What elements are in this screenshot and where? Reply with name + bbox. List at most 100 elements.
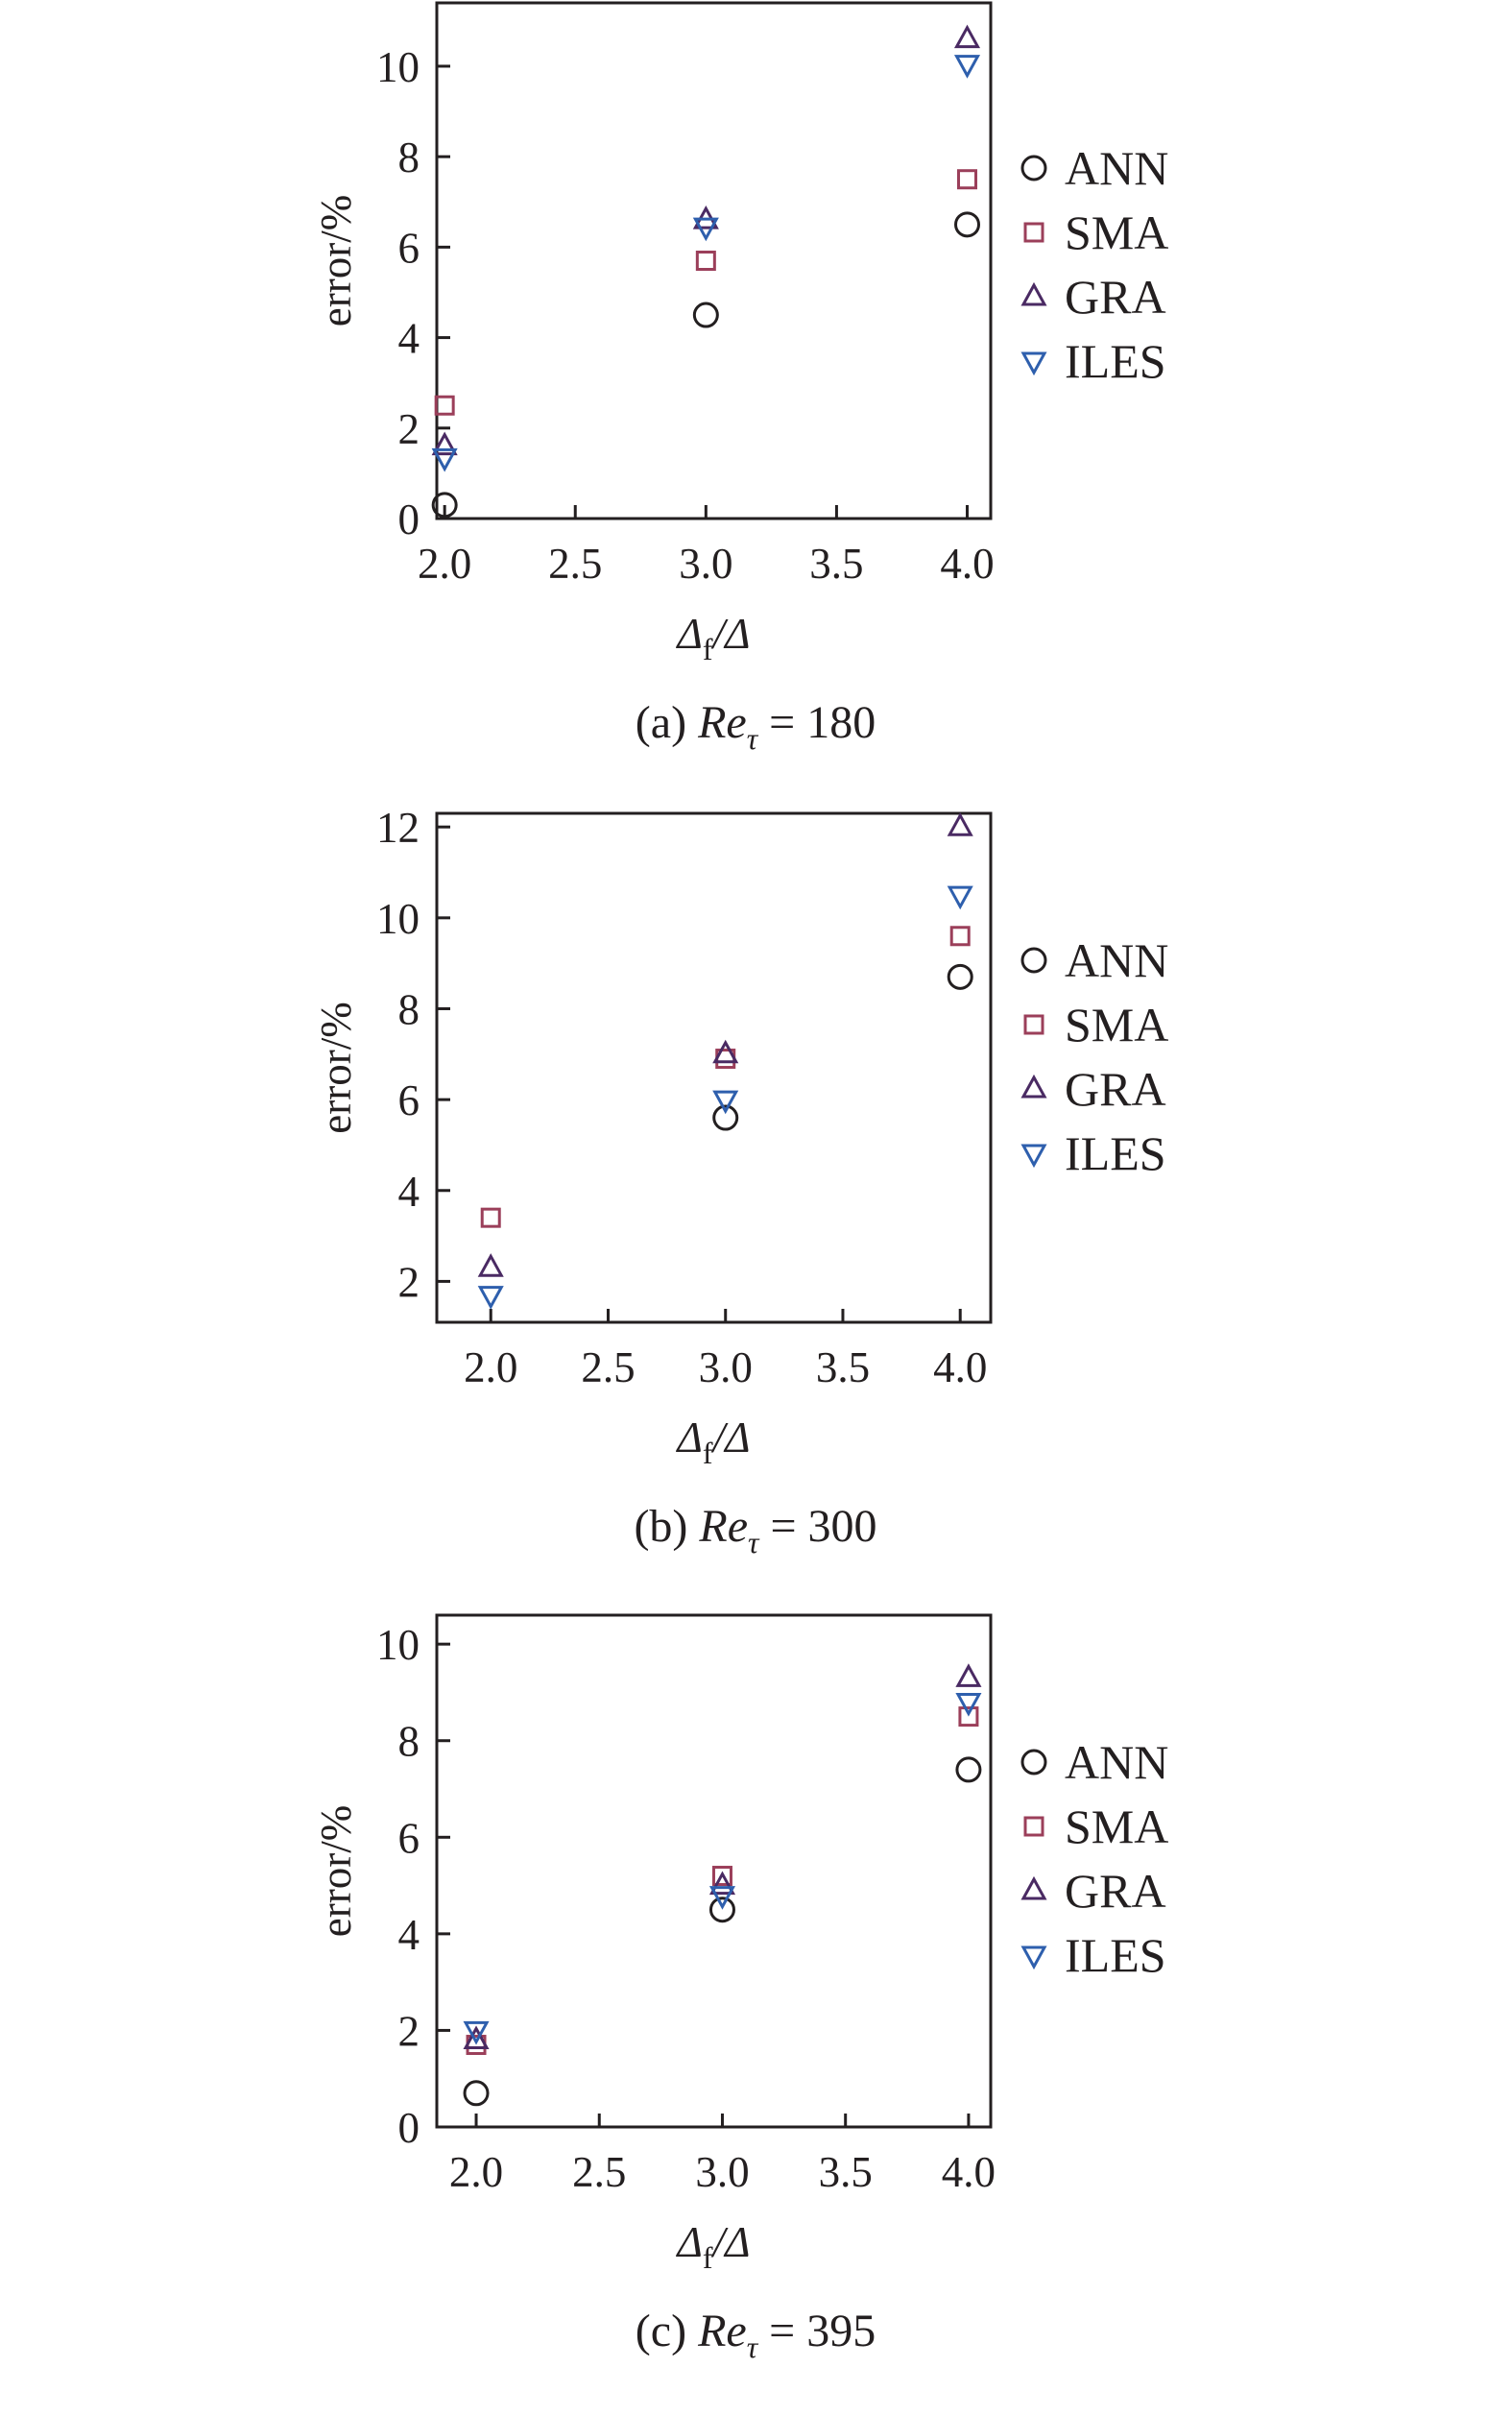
legend-label-ann: ANN bbox=[1065, 141, 1168, 195]
x-tick-label: 4.0 bbox=[933, 1343, 987, 1391]
legend-marker-gra bbox=[1020, 281, 1047, 306]
y-tick-label: 8 bbox=[398, 133, 420, 181]
y-tick-label: 12 bbox=[376, 804, 420, 852]
plot-frame bbox=[435, 1, 993, 520]
chart-panel-b: 2.0 2.5 3.0 3.5 4.0 2 4 6 8 10 12 error/% Δf/Δ ANN SMA… bbox=[312, 804, 1168, 1559]
data-point-iles bbox=[953, 55, 981, 79]
y-tick-label: 0 bbox=[398, 495, 420, 544]
plot-frame bbox=[435, 1613, 993, 2129]
legend-marker-ann bbox=[1020, 947, 1047, 974]
y-tick-label: 8 bbox=[398, 985, 420, 1033]
data-point-gra bbox=[463, 2025, 490, 2049]
legend-marker-gra bbox=[1020, 1875, 1047, 1900]
legend-label-gra: GRA bbox=[1065, 270, 1166, 324]
data-point-gra bbox=[955, 1663, 982, 1687]
data-point-iles bbox=[712, 1090, 739, 1115]
data-point-sma bbox=[695, 251, 716, 271]
chart-panel-c: 2.0 2.5 3.0 3.5 4.0 0 2 4 6 8 10 error/% Δf/Δ ANN SMA G… bbox=[312, 1613, 1168, 2364]
x-axis-title: Δf/Δ bbox=[676, 610, 751, 666]
x-tick-label: 2.5 bbox=[572, 2148, 626, 2196]
x-tick-label: 3.5 bbox=[816, 1343, 870, 1391]
y-axis-title: error/% bbox=[312, 1002, 360, 1133]
data-point-ann bbox=[708, 1897, 735, 1923]
legend-label-ann: ANN bbox=[1065, 933, 1168, 987]
panel-caption: (b) Reτ = 300 bbox=[634, 1501, 876, 1559]
y-tick-label: 10 bbox=[376, 895, 420, 943]
legend-marker-sma bbox=[1023, 1014, 1044, 1035]
x-tick-label: 3.5 bbox=[819, 2148, 873, 2196]
data-point-sma bbox=[480, 1207, 501, 1228]
data-point-iles bbox=[477, 1286, 504, 1310]
data-point-ann bbox=[947, 963, 973, 990]
data-point-sma bbox=[434, 395, 455, 416]
data-point-ann bbox=[712, 1104, 739, 1131]
legend: ANN SMA GRA ILES bbox=[1020, 1735, 1168, 1982]
y-axis-title: error/% bbox=[312, 1805, 360, 1937]
plot-frame bbox=[435, 811, 993, 1324]
x-tick-label: 2.5 bbox=[581, 1343, 635, 1391]
legend-marker-sma bbox=[1023, 222, 1044, 243]
data-point-ann bbox=[954, 211, 981, 238]
panel-caption: (a) Reτ = 180 bbox=[636, 697, 876, 756]
legend-marker-sma bbox=[1023, 1816, 1044, 1837]
legend-marker-ann bbox=[1020, 155, 1047, 181]
x-tick-label: 3.0 bbox=[679, 540, 732, 588]
data-point-ann bbox=[692, 302, 719, 328]
legend-marker-iles bbox=[1020, 1945, 1047, 1970]
y-tick-label: 6 bbox=[398, 1076, 420, 1124]
legend-marker-gra bbox=[1020, 1074, 1047, 1099]
x-tick-label: 3.5 bbox=[809, 540, 863, 588]
data-point-sma bbox=[958, 1706, 979, 1727]
legend-label-iles: ILES bbox=[1065, 334, 1166, 388]
data-point-iles bbox=[708, 1886, 736, 1910]
data-point-sma bbox=[949, 926, 971, 947]
x-tick-label: 2.0 bbox=[418, 540, 471, 588]
data-point-ann bbox=[431, 492, 458, 519]
legend-label-gra: GRA bbox=[1065, 1062, 1166, 1116]
y-tick-label: 2 bbox=[398, 2007, 420, 2055]
x-tick-label: 4.0 bbox=[940, 540, 994, 588]
x-tick-label: 2.0 bbox=[464, 1343, 517, 1391]
data-point-ann bbox=[463, 2080, 490, 2107]
x-tick-label: 3.0 bbox=[699, 1343, 753, 1391]
legend-label-gra: GRA bbox=[1065, 1864, 1166, 1918]
y-tick-label: 10 bbox=[376, 43, 420, 91]
legend-label-sma: SMA bbox=[1065, 998, 1168, 1051]
y-tick-label: 4 bbox=[398, 1911, 420, 1959]
x-tick-label: 4.0 bbox=[942, 2148, 996, 2196]
data-point-gra bbox=[708, 1871, 736, 1896]
legend-label-iles: ILES bbox=[1065, 1928, 1166, 1982]
y-axis-title: error/% bbox=[312, 195, 360, 326]
data-point-iles bbox=[431, 447, 458, 472]
x-tick-label: 2.5 bbox=[548, 540, 602, 588]
data-point-gra bbox=[953, 24, 981, 49]
data-point-iles bbox=[463, 2020, 490, 2045]
data-point-iles bbox=[947, 885, 973, 910]
x-axis-title: Δf/Δ bbox=[676, 2218, 751, 2275]
legend-label-sma: SMA bbox=[1065, 205, 1168, 259]
legend-marker-ann bbox=[1020, 1749, 1047, 1776]
data-point-iles bbox=[955, 1693, 982, 1717]
y-tick-label: 8 bbox=[398, 1718, 420, 1766]
legend: ANN SMA GRA ILES bbox=[1020, 141, 1168, 388]
data-point-gra bbox=[947, 812, 973, 836]
y-tick-label: 6 bbox=[398, 224, 420, 272]
legend-label-sma: SMA bbox=[1065, 1800, 1168, 1853]
data-point-gra bbox=[431, 431, 458, 456]
legend-label-iles: ILES bbox=[1065, 1126, 1166, 1180]
y-tick-label: 10 bbox=[376, 1621, 420, 1669]
legend: ANN SMA GRA ILES bbox=[1020, 933, 1168, 1180]
legend-marker-iles bbox=[1020, 1144, 1047, 1169]
data-point-gra bbox=[477, 1253, 504, 1277]
panel-caption: (c) Reτ = 395 bbox=[636, 2306, 876, 2364]
legend-marker-iles bbox=[1020, 351, 1047, 376]
data-point-sma bbox=[957, 169, 978, 190]
y-tick-label: 2 bbox=[398, 405, 420, 453]
data-point-ann bbox=[955, 1756, 982, 1783]
y-tick-label: 2 bbox=[398, 1258, 420, 1306]
x-tick-label: 3.0 bbox=[695, 2148, 749, 2196]
data-point-gra bbox=[712, 1039, 739, 1064]
x-axis-title: Δf/Δ bbox=[676, 1413, 751, 1470]
y-tick-label: 4 bbox=[398, 1168, 420, 1216]
